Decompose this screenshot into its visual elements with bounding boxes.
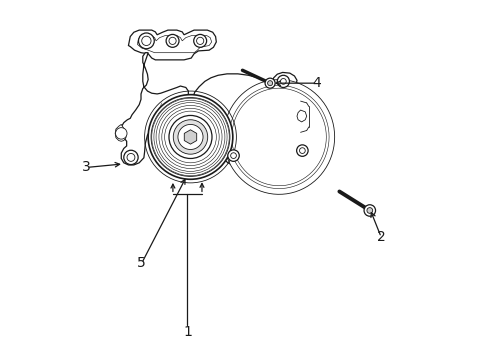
Polygon shape [115,125,126,141]
Circle shape [364,205,375,216]
Circle shape [142,36,151,45]
Circle shape [265,78,275,88]
Text: 2: 2 [377,230,386,244]
Text: 5: 5 [137,256,146,270]
Circle shape [299,148,305,153]
Circle shape [148,95,233,179]
Circle shape [116,128,127,139]
Circle shape [169,116,212,158]
Polygon shape [223,80,335,194]
Circle shape [268,81,272,86]
Text: 4: 4 [312,76,321,90]
Circle shape [280,78,286,84]
Polygon shape [191,72,315,165]
Text: 3: 3 [82,161,91,175]
Circle shape [196,37,204,44]
Circle shape [166,35,179,47]
Circle shape [139,33,154,49]
Polygon shape [184,130,196,144]
Circle shape [194,35,207,47]
Polygon shape [297,110,307,122]
Circle shape [169,37,176,44]
Circle shape [231,153,236,158]
Circle shape [367,208,373,213]
Polygon shape [128,30,216,60]
Circle shape [127,153,135,161]
Circle shape [173,120,208,154]
Circle shape [277,75,290,87]
Polygon shape [205,114,218,125]
Text: 1: 1 [183,325,192,339]
Circle shape [178,125,203,149]
Circle shape [296,145,308,156]
Circle shape [228,150,239,161]
Polygon shape [122,53,188,165]
Circle shape [124,150,138,165]
